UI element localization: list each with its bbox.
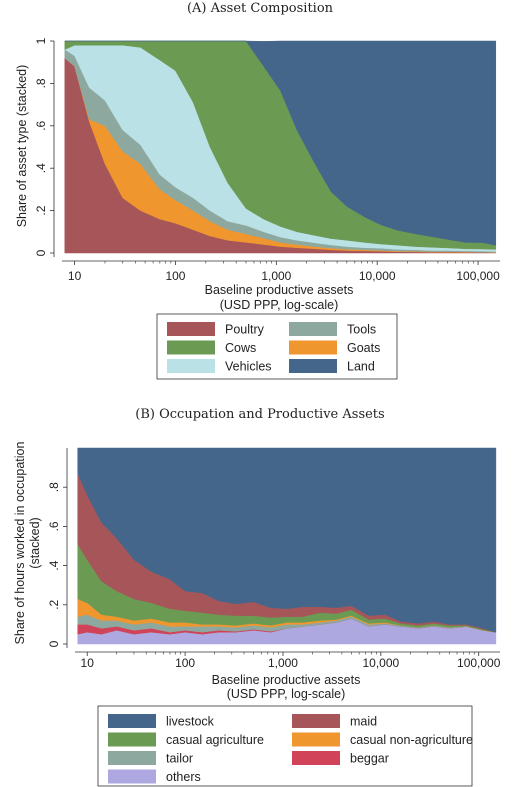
y-tick-label: .2: [47, 599, 61, 609]
panel-a-x-axis-label-line-2: (USD PPP, log-scale): [220, 298, 339, 312]
legend-label-casual-agriculture: casual agriculture: [166, 733, 264, 747]
legend-swatch-casual-agriculture: [108, 732, 156, 747]
x-tick-label: 10,000: [359, 269, 396, 283]
legend-swatch-tools: [289, 322, 337, 336]
x-tick-label: 100: [175, 656, 195, 670]
legend-label-tailor: tailor: [166, 752, 193, 766]
legend-label-vehicles: Vehicles: [225, 360, 272, 374]
panel-b-occupation: (B) Occupation and Productive Assets 0 .2…: [13, 407, 501, 787]
y-tick-label: 1: [34, 37, 48, 44]
panel-a-asset-composition: (A) Asset Composition 0 .2 .4 .6 .8 1 10 100 1,…: [15, 1, 500, 380]
x-tick-label: 10: [81, 656, 95, 670]
panel-a-x-ticks: 10 100 1,000 10,000 100,000: [68, 261, 500, 283]
x-tick-label: 100,000: [456, 269, 500, 283]
y-tick-label: 0: [34, 249, 48, 256]
area-series-livestock: [77, 447, 497, 633]
legend-swatch-goats: [289, 340, 337, 355]
y-tick-label: .6: [47, 521, 61, 531]
legend-label-cows: Cows: [225, 341, 256, 355]
legend-swatch-land: [289, 359, 337, 373]
panel-a-y-ticks: 0 .2 .4 .6 .8 1: [34, 37, 54, 256]
legend-label-tools: Tools: [347, 323, 376, 337]
panel-b-y-ticks: 0 .2 .4 .6 .8: [47, 482, 67, 647]
legend-swatch-beggar: [292, 751, 340, 765]
panel-b-x-ticks: 10 100 1,000 10,000 100,000: [81, 652, 501, 670]
legend-swatch-others: [108, 769, 156, 784]
panel-b-x-axis-label: Baseline productive assets: [212, 673, 361, 687]
panel-a-legend: Poultry Tools Cows Goats Vehicles Land: [156, 313, 398, 380]
y-tick-label: .4: [34, 163, 48, 173]
panel-a-y-axis-label: Share of asset type (stacked): [15, 65, 29, 228]
y-tick-label: .4: [47, 560, 61, 570]
panel-a-plot-area: [53, 40, 500, 262]
y-tick-label: .2: [34, 205, 48, 215]
y-tick-label: .8: [47, 482, 61, 492]
x-tick-label: 10,000: [362, 656, 399, 670]
area-series-land: [64, 40, 497, 246]
legend-label-maid: maid: [350, 715, 377, 729]
legend-label-land: Land: [347, 360, 375, 374]
x-tick-label: 10: [68, 269, 82, 283]
panel-b-y-axis-label-line-2: (stacked): [28, 517, 42, 568]
panel-a-x-axis-label: Baseline productive assets: [205, 283, 354, 297]
panel-b-y-axis-label: Share of hours worked in occupation: [13, 442, 27, 645]
legend-swatch-tailor: [108, 751, 156, 765]
x-tick-label: 100,000: [457, 656, 501, 670]
legend-swatch-poultry: [167, 322, 215, 336]
panel-b-title: (B) Occupation and Productive Assets: [135, 407, 384, 422]
y-tick-label: .6: [34, 120, 48, 130]
legend-box: [97, 705, 473, 787]
x-tick-label: 1,000: [268, 656, 298, 670]
legend-label-beggar: beggar: [350, 752, 389, 766]
panel-b-plot-area: [66, 447, 500, 653]
legend-label-goats: Goats: [347, 341, 380, 355]
y-tick-label: 0: [47, 640, 61, 647]
legend-label-others: others: [166, 770, 201, 784]
legend-label-casual-non-agriculture: casual non-agriculture: [350, 733, 473, 747]
panel-b-legend: livestock maid casual agriculture casual no…: [97, 705, 473, 787]
legend-swatch-livestock: [108, 714, 156, 728]
legend-swatch-maid: [292, 714, 340, 728]
y-tick-label: .8: [34, 78, 48, 88]
x-tick-label: 100: [165, 269, 185, 283]
legend-label-livestock: livestock: [166, 715, 215, 729]
legend-swatch-cows: [167, 340, 215, 355]
x-tick-label: 1,000: [261, 269, 291, 283]
legend-swatch-vehicles: [167, 359, 215, 373]
panel-a-title: (A) Asset Composition: [187, 1, 334, 16]
legend-swatch-casual-non-agriculture: [292, 732, 340, 747]
legend-label-poultry: Poultry: [225, 323, 265, 337]
panel-b-x-axis-label-line-2: (USD PPP, log-scale): [227, 687, 346, 701]
